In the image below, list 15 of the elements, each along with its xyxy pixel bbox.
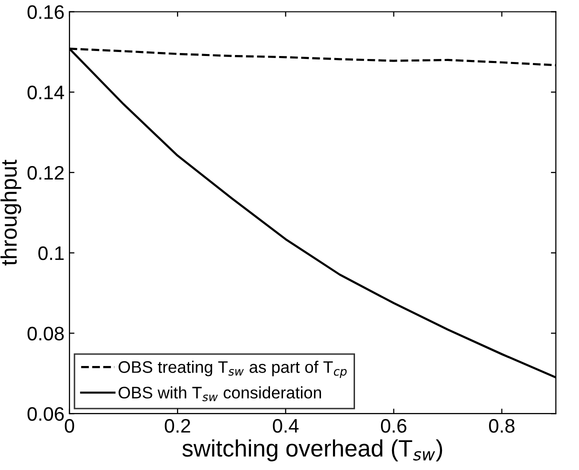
y-tick-label: 0.06 xyxy=(28,407,64,421)
x-tick-label: 0.2 xyxy=(164,418,190,433)
y-tick-label: 0.1 xyxy=(38,246,64,260)
y-tick-label: 0.14 xyxy=(28,86,64,100)
y-tick-label: 0.16 xyxy=(28,5,64,19)
y-tick-label: 0.12 xyxy=(28,166,64,180)
x-tick-label: 0.6 xyxy=(380,418,406,433)
legend-label: OBS with T$_{sw}$ consideration xyxy=(118,386,322,402)
x-axis-title: switching overhead (T$_{sw}$) xyxy=(182,439,442,462)
legend-label: OBS treating T$_{sw}$ as part of T$_{cp}$ xyxy=(118,360,347,378)
x-tick-label: 0.4 xyxy=(272,418,299,433)
x-tick-label: 0 xyxy=(64,418,74,433)
y-axis-title: throughput xyxy=(0,160,22,266)
y-tick-label: 0.08 xyxy=(28,326,64,340)
x-tick-label: 0.8 xyxy=(489,418,514,433)
